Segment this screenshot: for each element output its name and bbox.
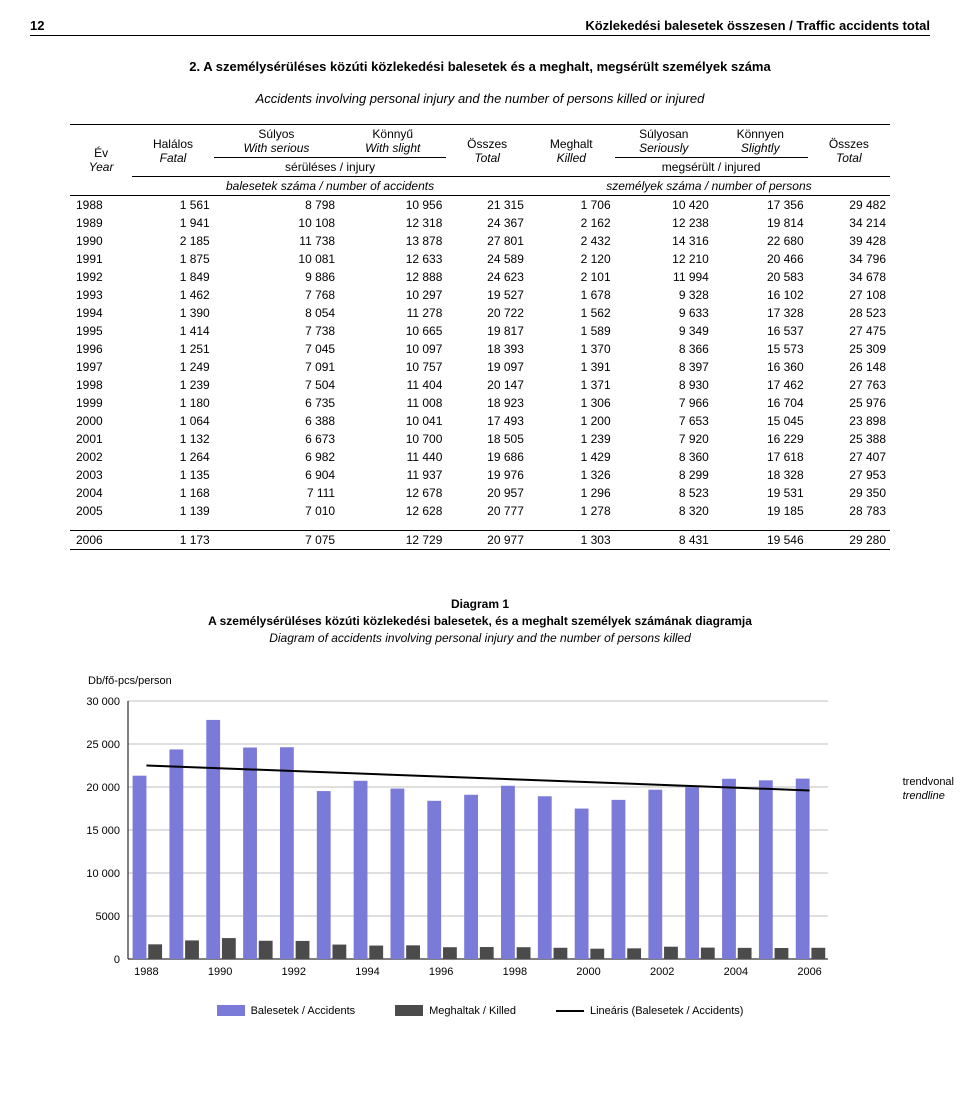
svg-text:1996: 1996 xyxy=(429,966,453,978)
table-row: 20001 0646 38810 04117 4931 2007 65315 0… xyxy=(70,412,890,430)
section-title: 2. A személysérüléses közúti közlekedési… xyxy=(90,58,870,76)
hdr-killed-hu: Meghalt xyxy=(550,137,593,151)
legend-trend: Lineáris (Balesetek / Accidents) xyxy=(556,1005,743,1017)
chart-ylabel: Db/fő-pcs/person xyxy=(88,675,930,687)
hdr-total2-en: Total xyxy=(836,151,862,165)
hdr-slightly-en: Slightly xyxy=(741,141,780,155)
svg-text:1994: 1994 xyxy=(355,966,379,978)
svg-text:1992: 1992 xyxy=(282,966,306,978)
svg-text:5000: 5000 xyxy=(96,911,120,923)
diagram-num: Diagram 1 xyxy=(30,596,930,613)
svg-text:2004: 2004 xyxy=(724,966,748,978)
chart-container: 0 5000 10 000 15 000 20 000 25 000 30 000 1988 1… xyxy=(70,691,890,991)
svg-text:20 000: 20 000 xyxy=(86,782,120,794)
svg-text:2002: 2002 xyxy=(650,966,674,978)
table-row: 20021 2646 98211 44019 6861 4298 36017 6… xyxy=(70,448,890,466)
table-row: 19951 4147 73810 66519 8171 5899 34916 5… xyxy=(70,322,890,340)
svg-text:1988: 1988 xyxy=(134,966,158,978)
svg-text:0: 0 xyxy=(114,954,120,966)
table-row: 19931 4627 76810 29719 5271 6789 32816 1… xyxy=(70,286,890,304)
table-row: 19881 5618 79810 95621 3151 70610 42017 … xyxy=(70,196,890,215)
table-row: 20051 1397 01012 62820 7771 2788 32019 1… xyxy=(70,502,890,520)
svg-text:2006: 2006 xyxy=(797,966,821,978)
hdr-serious-en: With serious xyxy=(243,141,309,155)
hdr-killed-en: Killed xyxy=(557,151,586,165)
page-number: 12 xyxy=(30,18,44,33)
hdr-slight-en: With slight xyxy=(365,141,420,155)
trend-label: trendvonal trendline xyxy=(903,775,954,804)
page-header: 12 Közlekedési balesetek összesen / Traf… xyxy=(30,18,930,36)
table-row: 19891 94110 10812 31824 3672 16212 23819… xyxy=(70,214,890,232)
chart-legend: Balesetek / Accidents Meghaltak / Killed… xyxy=(30,1005,930,1017)
hdr-slightly-hu: Könnyen xyxy=(737,127,784,141)
hdr-serious-hu: Súlyos xyxy=(258,127,294,141)
hdr-span-left: balesetek száma / number of accidents xyxy=(132,177,528,196)
table-row: 19961 2517 04510 09718 3931 3708 36615 5… xyxy=(70,340,890,358)
diagram-titles: Diagram 1 A személysérüléses közúti közl… xyxy=(30,596,930,646)
section-subtitle: Accidents involving personal injury and … xyxy=(90,90,870,108)
legend-accidents: Balesetek / Accidents xyxy=(217,1005,356,1017)
legend-killed: Meghaltak / Killed xyxy=(395,1005,516,1017)
table-row: 20041 1687 11112 67820 9571 2968 52319 5… xyxy=(70,484,890,502)
hdr-total2-hu: Összes xyxy=(829,137,869,151)
svg-text:10 000: 10 000 xyxy=(86,868,120,880)
svg-text:30 000: 30 000 xyxy=(86,696,120,708)
hdr-seriously-en: Seriously xyxy=(639,141,688,155)
svg-text:1998: 1998 xyxy=(503,966,527,978)
svg-text:15 000: 15 000 xyxy=(86,825,120,837)
hdr-span-right: személyek száma / number of persons xyxy=(528,177,890,196)
svg-text:25 000: 25 000 xyxy=(86,739,120,751)
table-row-last: 20061 1737 07512 72920 9771 3038 43119 5… xyxy=(70,531,890,550)
table-row: 19921 8499 88612 88824 6232 10111 99420 … xyxy=(70,268,890,286)
hdr-year-en: Year xyxy=(89,160,114,174)
hdr-total1-en: Total xyxy=(474,151,500,165)
hdr-fatal-hu: Halálos xyxy=(153,137,193,151)
hdr-total1-hu: Összes xyxy=(467,137,507,151)
hdr-fatal-en: Fatal xyxy=(160,151,187,165)
table-row: 19902 18511 73813 87827 8012 43214 31622… xyxy=(70,232,890,250)
data-table: Év Year Halálos Fatal Súlyos With seriou… xyxy=(70,124,890,550)
svg-text:2000: 2000 xyxy=(576,966,600,978)
hdr-seriously-hu: Súlyosan xyxy=(639,127,688,141)
bar-chart: 0 5000 10 000 15 000 20 000 25 000 30 000 1988 1… xyxy=(70,691,890,991)
table-row: 19941 3908 05411 27820 7221 5629 63317 3… xyxy=(70,304,890,322)
hdr-injury: sérüléses / injury xyxy=(285,160,375,174)
table-row: 20031 1356 90411 93719 9761 3268 29918 3… xyxy=(70,466,890,484)
hdr-year-hu: Év xyxy=(94,146,108,160)
table-row: 20011 1326 67310 70018 5051 2397 92016 2… xyxy=(70,430,890,448)
diagram-title-hu: A személysérüléses közúti közlekedési ba… xyxy=(30,613,930,630)
diagram-subtitle: Diagram of accidents involving personal … xyxy=(30,630,930,647)
page-header-title: Közlekedési balesetek összesen / Traffic… xyxy=(585,18,930,33)
hdr-slight-hu: Könnyű xyxy=(372,127,413,141)
svg-text:1990: 1990 xyxy=(208,966,232,978)
table-row: 19991 1806 73511 00818 9231 3067 96616 7… xyxy=(70,394,890,412)
table-row: 19981 2397 50411 40420 1471 3718 93017 4… xyxy=(70,376,890,394)
table-row: 19971 2497 09110 75719 0971 3918 39716 3… xyxy=(70,358,890,376)
hdr-injured: megsérült / injured xyxy=(662,160,761,174)
table-row: 19911 87510 08112 63324 5892 12012 21020… xyxy=(70,250,890,268)
